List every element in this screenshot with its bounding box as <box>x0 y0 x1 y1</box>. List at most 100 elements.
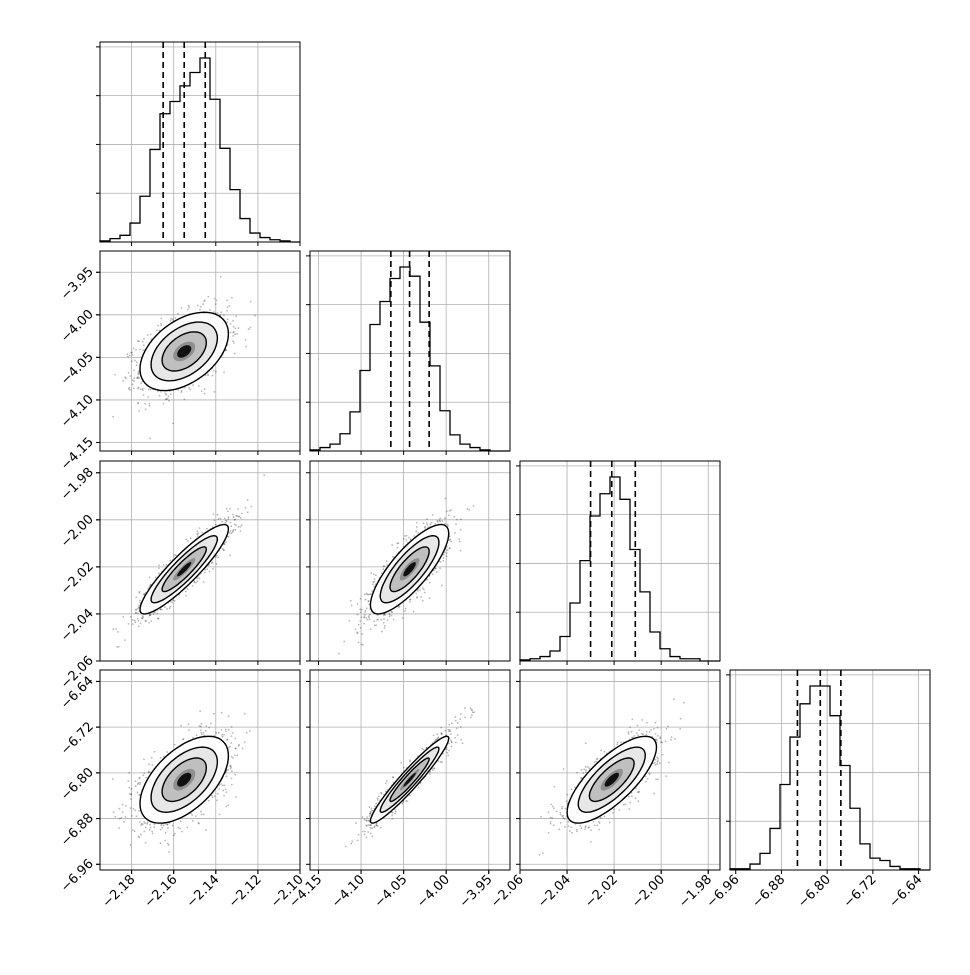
scatter-point <box>209 309 211 311</box>
scatter-point <box>422 600 424 602</box>
scatter-point <box>245 346 247 348</box>
scatter-point <box>143 338 145 340</box>
scatter-point <box>223 549 225 551</box>
scatter-point <box>188 387 190 389</box>
hist-bin <box>620 499 630 661</box>
scatter-point <box>158 567 160 569</box>
scatter-point <box>444 498 446 500</box>
scatter-point <box>228 305 230 307</box>
scatter-point <box>213 519 215 521</box>
scatter-point <box>239 530 241 532</box>
scatter-point <box>142 615 144 617</box>
hist-bin <box>360 371 370 452</box>
scatter-point <box>459 541 461 543</box>
scatter-point <box>117 631 119 633</box>
scatter-point <box>361 643 363 645</box>
scatter-point <box>148 763 150 765</box>
scatter-point <box>444 517 446 519</box>
scatter-point <box>431 522 433 524</box>
scatter-point <box>234 353 236 355</box>
scatter-point <box>423 522 425 524</box>
scatter-point <box>446 552 448 554</box>
scatter-point <box>131 360 133 362</box>
scatter-point <box>248 328 250 330</box>
scatter-point <box>138 626 140 628</box>
scatter-point <box>179 828 181 830</box>
scatter-point <box>215 303 217 305</box>
scatter-point <box>442 560 444 562</box>
scatter-point <box>434 523 436 525</box>
scatter-point <box>226 299 228 301</box>
scatter-point <box>199 527 201 529</box>
scatter-point <box>448 514 450 516</box>
scatter-point <box>370 628 372 630</box>
scatter-point <box>250 506 252 508</box>
scatter-point <box>196 578 198 580</box>
scatter-point <box>204 572 206 574</box>
scatter-point <box>180 725 182 727</box>
scatter-point <box>439 517 441 519</box>
scatter-point <box>150 333 152 335</box>
scatter-point <box>171 602 173 604</box>
scatter-point <box>430 523 432 525</box>
scatter-point <box>147 334 149 336</box>
scatter-point <box>236 515 238 517</box>
scatter-point <box>233 529 235 531</box>
scatter-point <box>145 409 147 411</box>
scatter-point <box>372 583 374 585</box>
scatter-point <box>189 389 191 391</box>
scatter-point <box>139 348 141 350</box>
scatter-point <box>413 535 415 537</box>
scatter-point <box>137 612 139 614</box>
scatter-point <box>129 389 131 391</box>
scatter-point <box>228 516 230 518</box>
scatter-point <box>133 348 135 350</box>
scatter-point <box>230 521 232 523</box>
hist-bin <box>850 808 860 870</box>
scatter-point <box>133 380 135 382</box>
scatter-point <box>367 619 369 621</box>
hist-bin <box>790 737 800 870</box>
panel-p0-p1 <box>94 251 300 451</box>
scatter-point <box>128 388 130 390</box>
scatter-point <box>177 313 179 315</box>
scatter-point <box>132 619 134 621</box>
scatter-point <box>218 518 220 520</box>
scatter-point <box>195 582 197 584</box>
scatter-point <box>200 726 202 728</box>
marginal-hist-p1 <box>306 251 510 451</box>
scatter-point <box>374 578 376 580</box>
hist-bin <box>400 267 410 451</box>
scatter-point <box>145 842 147 844</box>
scatter-point <box>214 298 216 300</box>
scatter-point <box>198 385 200 387</box>
scatter-point <box>153 826 155 828</box>
scatter-point <box>391 615 393 617</box>
scatter-point <box>160 829 162 831</box>
scatter-point <box>221 734 223 736</box>
marginal-hist-p3 <box>726 670 930 870</box>
scatter-point <box>442 557 444 559</box>
scatter-point <box>343 641 345 643</box>
scatter-point <box>156 613 158 615</box>
scatter-point <box>234 333 236 335</box>
scatter-point <box>153 823 155 825</box>
scatter-point <box>227 318 229 320</box>
scatter-point <box>393 619 395 621</box>
scatter-point <box>227 804 229 806</box>
scatter-point <box>225 788 227 790</box>
scatter-point <box>236 333 238 335</box>
scatter-point <box>165 832 167 834</box>
scatter-point <box>230 768 232 770</box>
scatter-point <box>135 612 137 614</box>
scatter-point <box>447 549 449 551</box>
scatter-point <box>169 560 171 562</box>
hist-bin <box>260 238 270 242</box>
scatter-point <box>217 514 219 516</box>
scatter-point <box>364 593 366 595</box>
hist-bin <box>600 494 610 661</box>
scatter-point <box>215 524 217 526</box>
hist-bin <box>250 233 260 242</box>
scatter-point <box>234 754 236 756</box>
scatter-point <box>365 610 367 612</box>
